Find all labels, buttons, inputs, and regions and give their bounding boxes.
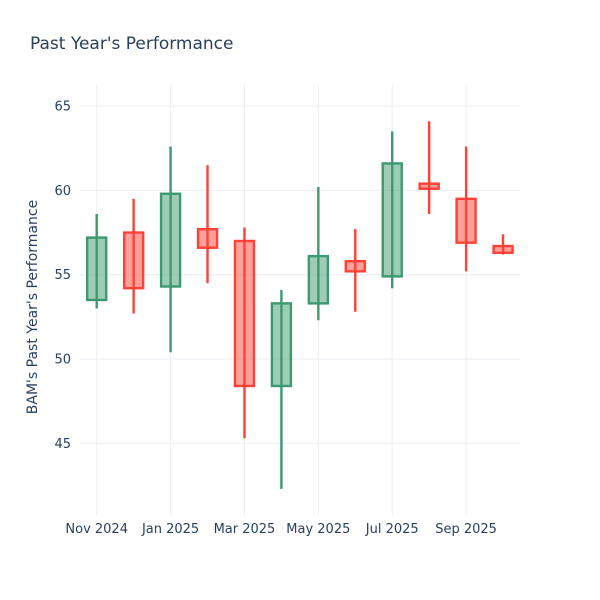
x-tick-label: Sep 2025 xyxy=(435,522,497,537)
candle-body-increasing xyxy=(381,162,403,278)
candle-body-decreasing xyxy=(418,182,440,190)
candle-body-increasing xyxy=(159,192,182,288)
candle-body-increasing xyxy=(270,302,293,388)
candle-body-decreasing xyxy=(492,244,514,254)
y-tick-label: 65 xyxy=(54,100,71,115)
x-tick-label: Jul 2025 xyxy=(365,522,419,537)
chart-title: Past Year's Performance xyxy=(30,34,234,54)
candle-body-decreasing xyxy=(455,197,477,244)
candle-body-increasing xyxy=(85,236,108,302)
y-tick-label: 60 xyxy=(54,184,71,199)
x-tick-label: Jan 2025 xyxy=(141,522,199,537)
candle-body-decreasing xyxy=(196,227,219,249)
candle-body-decreasing xyxy=(344,260,366,273)
candle-body-decreasing xyxy=(122,231,145,290)
candle-body-increasing xyxy=(307,254,330,305)
x-tick-label: Nov 2024 xyxy=(65,522,128,537)
x-tick-label: Mar 2025 xyxy=(214,522,276,537)
y-tick-label: 45 xyxy=(54,437,71,452)
y-tick-label: 55 xyxy=(54,268,71,283)
x-tick-label: May 2025 xyxy=(286,522,350,537)
y-tick-label: 50 xyxy=(54,353,71,368)
candle-body-decreasing xyxy=(233,239,256,388)
